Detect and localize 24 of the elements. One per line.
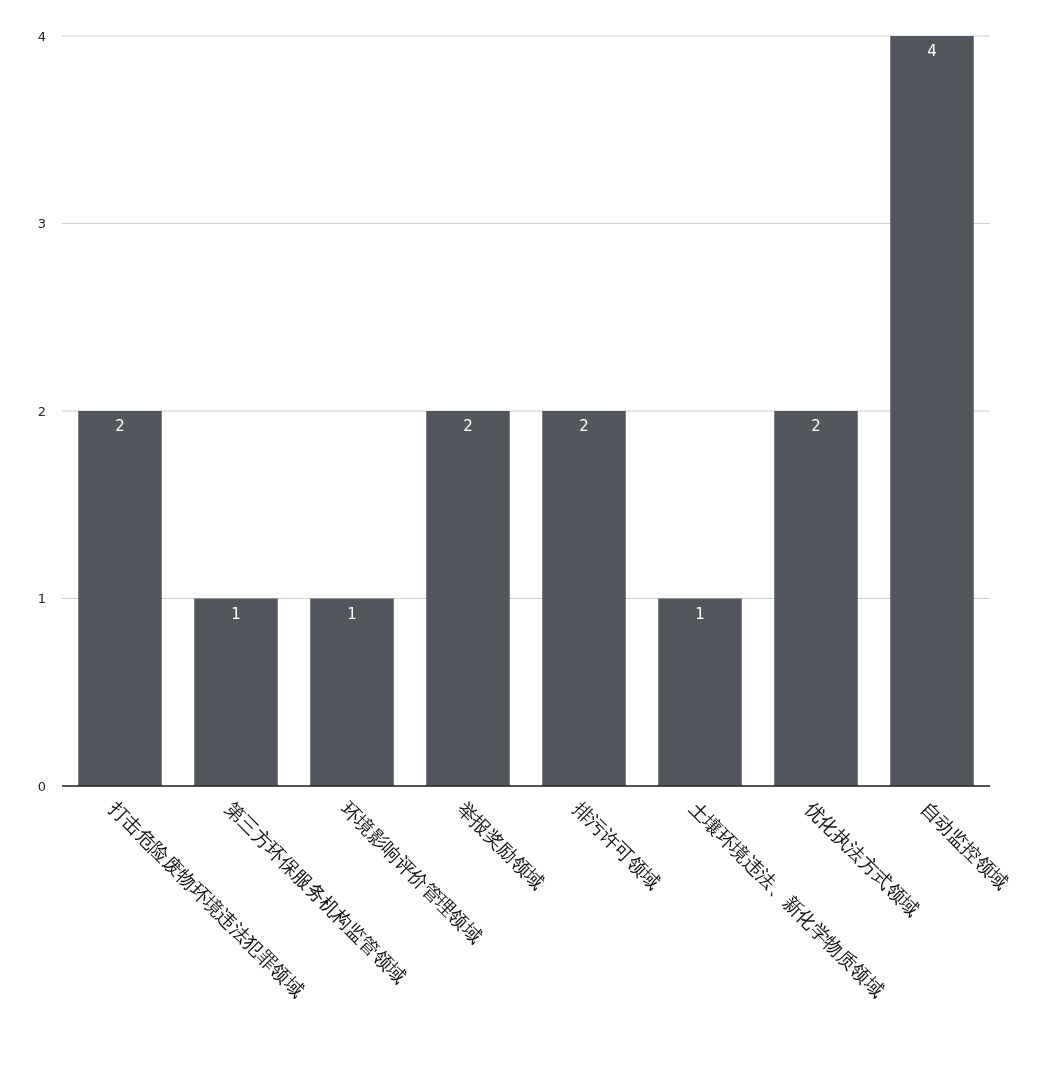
y-tick-label: 0	[37, 778, 46, 794]
bar	[890, 36, 974, 786]
y-tick-label: 1	[37, 591, 46, 607]
bar	[658, 598, 742, 786]
x-tick-label: 排污许可领域	[569, 797, 665, 894]
y-tick-label: 2	[37, 403, 46, 419]
bar	[542, 411, 626, 786]
data-label: 2	[115, 417, 125, 435]
bar	[78, 411, 162, 786]
bar	[310, 598, 394, 786]
data-label: 1	[347, 604, 357, 623]
data-label: 4	[927, 42, 937, 60]
data-label: 2	[811, 417, 821, 435]
y-tick-label: 4	[37, 28, 46, 44]
y-tick-label: 3	[37, 216, 46, 232]
bar	[774, 411, 858, 786]
bar	[426, 411, 510, 786]
data-label: 2	[579, 417, 589, 435]
x-tick-label: 自动监控领域	[917, 797, 1013, 894]
bar	[194, 598, 278, 786]
data-label: 2	[463, 417, 473, 435]
x-tick-label: 举报奖励领域	[453, 797, 549, 894]
data-label: 1	[231, 604, 241, 623]
data-label: 1	[695, 604, 705, 623]
